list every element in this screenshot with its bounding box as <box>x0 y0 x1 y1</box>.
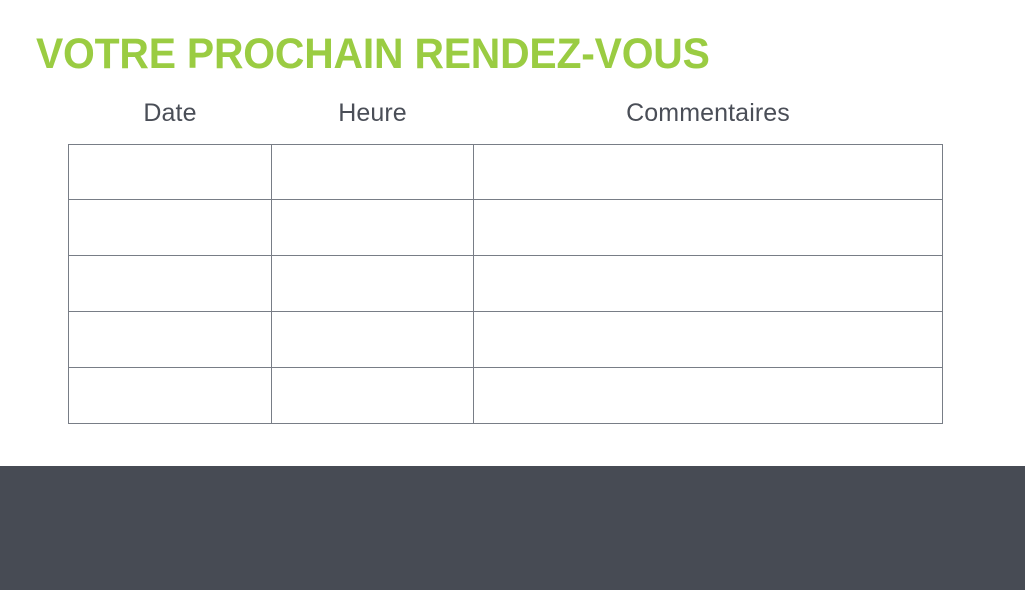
table-row <box>68 366 943 424</box>
table-header: Date Heure Commentaires <box>69 96 943 144</box>
table-row <box>68 143 943 200</box>
cell-heure[interactable] <box>271 198 474 256</box>
appointment-table: Date Heure Commentaires <box>68 96 943 424</box>
cell-heure[interactable] <box>271 366 474 424</box>
table-row <box>68 310 943 368</box>
cell-heure[interactable] <box>271 254 474 312</box>
table-row <box>68 198 943 256</box>
cell-date[interactable] <box>68 366 272 424</box>
column-header-commentaires: Commentaires <box>626 98 790 127</box>
table-body <box>68 143 943 424</box>
cell-commentaires[interactable] <box>473 198 943 256</box>
cell-commentaires[interactable] <box>473 310 943 368</box>
cell-heure[interactable] <box>271 310 474 368</box>
column-header-date: Date <box>143 98 197 127</box>
appointment-table-grid: Date Heure Commentaires <box>68 96 943 424</box>
cell-heure[interactable] <box>271 143 474 200</box>
cell-date[interactable] <box>68 254 272 312</box>
cell-commentaires[interactable] <box>473 366 943 424</box>
table-row <box>68 254 943 312</box>
cell-date[interactable] <box>68 310 272 368</box>
page-title: VOTRE PROCHAIN RENDEZ-VOUS <box>36 30 710 78</box>
table-header-row: Date Heure Commentaires <box>69 96 943 144</box>
cell-commentaires[interactable] <box>473 143 943 200</box>
cell-date[interactable] <box>68 198 272 256</box>
footer-bar <box>0 466 1025 590</box>
cell-commentaires[interactable] <box>473 254 943 312</box>
column-header-heure: Heure <box>338 98 407 127</box>
cell-date[interactable] <box>68 143 272 200</box>
